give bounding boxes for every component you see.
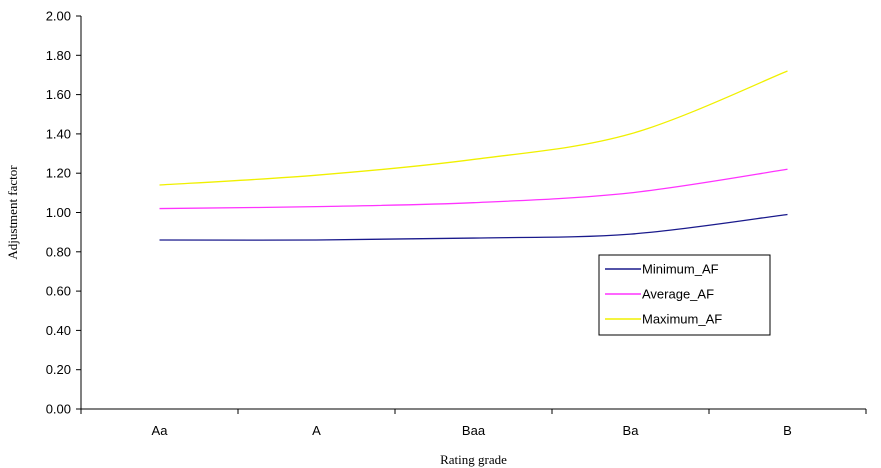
legend-box xyxy=(598,254,771,336)
y-tick-label: 2.00 xyxy=(46,9,71,24)
x-axis-ticks: Aa A Baa Ba B xyxy=(80,409,867,438)
series-lines xyxy=(159,70,788,241)
legend-label: Average_AF xyxy=(642,287,714,302)
y-tick-label: 1.00 xyxy=(46,205,71,220)
x-tick-label: A xyxy=(312,423,321,438)
series-line-maximum-af xyxy=(159,70,788,186)
y-tick-label: 1.20 xyxy=(46,166,71,181)
legend: Minimum_AF Average_AF Maximum_AF xyxy=(598,254,771,336)
y-axis-title: Adjustment factor xyxy=(5,165,20,260)
legend-label: Minimum_AF xyxy=(642,262,719,277)
y-tick-label: 1.80 xyxy=(46,48,71,63)
x-axis-title: Rating grade xyxy=(440,452,507,467)
x-tick-label: B xyxy=(783,423,792,438)
y-tick-label: 0.60 xyxy=(46,284,71,299)
y-tick-label: 0.20 xyxy=(46,362,71,377)
y-axis-ticks: 0.00 0.20 0.40 0.60 0.80 1.00 1.20 1.40 1.60 1.80… xyxy=(46,9,81,417)
x-tick-label: Aa xyxy=(152,423,169,438)
x-tick-label: Baa xyxy=(462,423,486,438)
legend-label: Maximum_AF xyxy=(642,312,722,327)
y-tick-label: 1.40 xyxy=(46,126,71,141)
y-tick-label: 1.60 xyxy=(46,87,71,102)
y-tick-label: 0.80 xyxy=(46,244,71,259)
x-tick-label: Ba xyxy=(623,423,640,438)
series-line-average-af xyxy=(159,168,788,210)
y-tick-label: 0.00 xyxy=(46,402,71,417)
series-line-minimum-af xyxy=(159,213,788,241)
y-tick-label: 0.40 xyxy=(46,323,71,338)
